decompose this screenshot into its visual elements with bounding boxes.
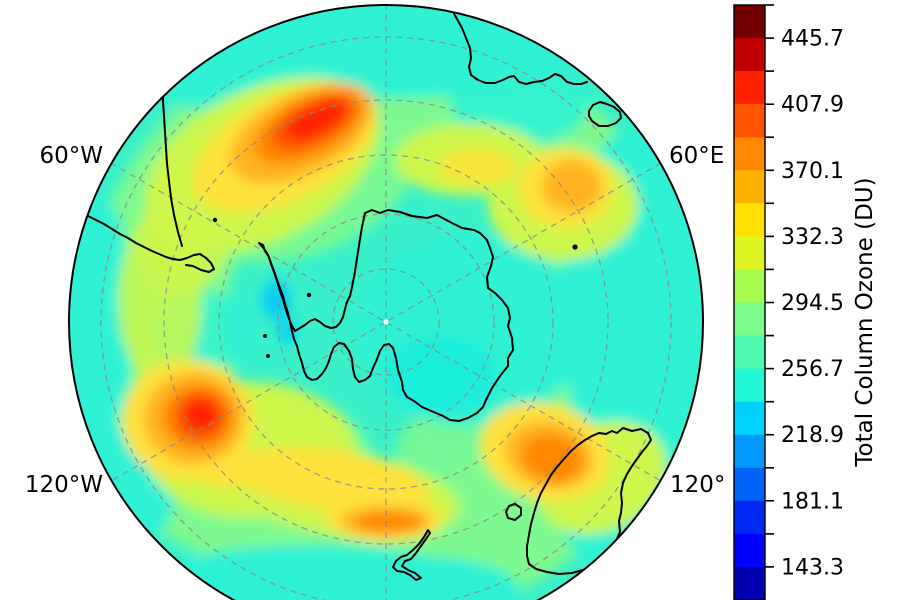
small-islands — [212, 217, 578, 358]
colorbar-segment — [734, 500, 765, 535]
map-boundary-circle — [68, 4, 704, 600]
lon-label-60e: 60°E — [669, 143, 724, 169]
colorbar-tick-label: 407.9 — [781, 93, 844, 118]
colorbar-segment — [734, 302, 765, 337]
lon-label-120w: 120°W — [25, 472, 103, 498]
colorbar-segment — [734, 137, 765, 171]
ozone-low-peninsula — [261, 280, 291, 320]
ozone-field — [69, 5, 703, 600]
latitude-circle-60s — [218, 154, 554, 490]
latitude-circle-50s — [163, 99, 609, 545]
map-plot — [68, 4, 704, 600]
graticule — [100, 5, 672, 600]
colorbar-tick-label: 294.5 — [781, 291, 844, 316]
colorbar-segment — [734, 71, 765, 105]
longitude-labels: 60°W 60°E 120°W 120° — [25, 143, 726, 498]
colorbar-segment — [734, 533, 765, 568]
coastlines — [87, 5, 652, 581]
ozone-max-south-atlantic — [285, 100, 347, 140]
meridian-60w-120e — [110, 162, 662, 482]
colorbar-tick-label: 445.7 — [781, 27, 844, 52]
colorbar-segment — [734, 566, 765, 600]
colorbar-segment — [734, 104, 765, 138]
colorbar-tick-label: 332.3 — [781, 225, 844, 250]
colorbar: 445.7 407.9 370.1 332.3 294.5 256.7 218.9 181.1… — [733, 4, 844, 600]
lon-label-60w: 60°W — [39, 143, 103, 169]
tasmania-coastline — [505, 503, 522, 521]
south-america-coastline — [87, 215, 215, 273]
colorbar-tick-label: 370.1 — [781, 159, 844, 184]
africa-coastline — [446, 5, 588, 85]
colorbar-segment — [734, 401, 765, 436]
south-america-east-coastline — [162, 92, 183, 247]
colorbar-tick-label: 256.7 — [781, 357, 844, 382]
colorbar-segment — [734, 269, 765, 304]
colorbar-tick-label: 218.9 — [781, 423, 844, 448]
australia-coastline — [526, 427, 652, 575]
latitude-circle-80s — [332, 268, 440, 376]
colorbar-outline — [733, 4, 766, 600]
colorbar-axis-label: Total Column Ozone (DU) — [852, 177, 878, 467]
colorbar-segment — [734, 38, 765, 72]
colorbar-segment — [734, 368, 765, 403]
colorbar-tick-label: 181.1 — [781, 489, 844, 514]
ozone-max-indian-ocean — [542, 160, 602, 212]
colorbar-segment — [734, 5, 765, 39]
colorbar-segment — [734, 170, 765, 205]
colorbar-segment — [734, 236, 765, 271]
lon-label-120e: 120° — [670, 472, 725, 498]
colorbar-segment — [734, 335, 765, 370]
colorbar-tick-label: 143.3 — [781, 555, 844, 580]
colorbar-segment — [734, 467, 765, 502]
colorbar-segment — [734, 203, 765, 238]
colorbar-segment — [734, 434, 765, 469]
antarctica-coastline — [258, 209, 514, 422]
meridian-60e-120w — [110, 162, 662, 482]
ozone-max-southeast-pacific — [184, 399, 218, 431]
madagascar-coastline — [588, 101, 622, 127]
new-zealand-coastline — [392, 529, 431, 581]
south-pole-marker — [383, 319, 389, 325]
